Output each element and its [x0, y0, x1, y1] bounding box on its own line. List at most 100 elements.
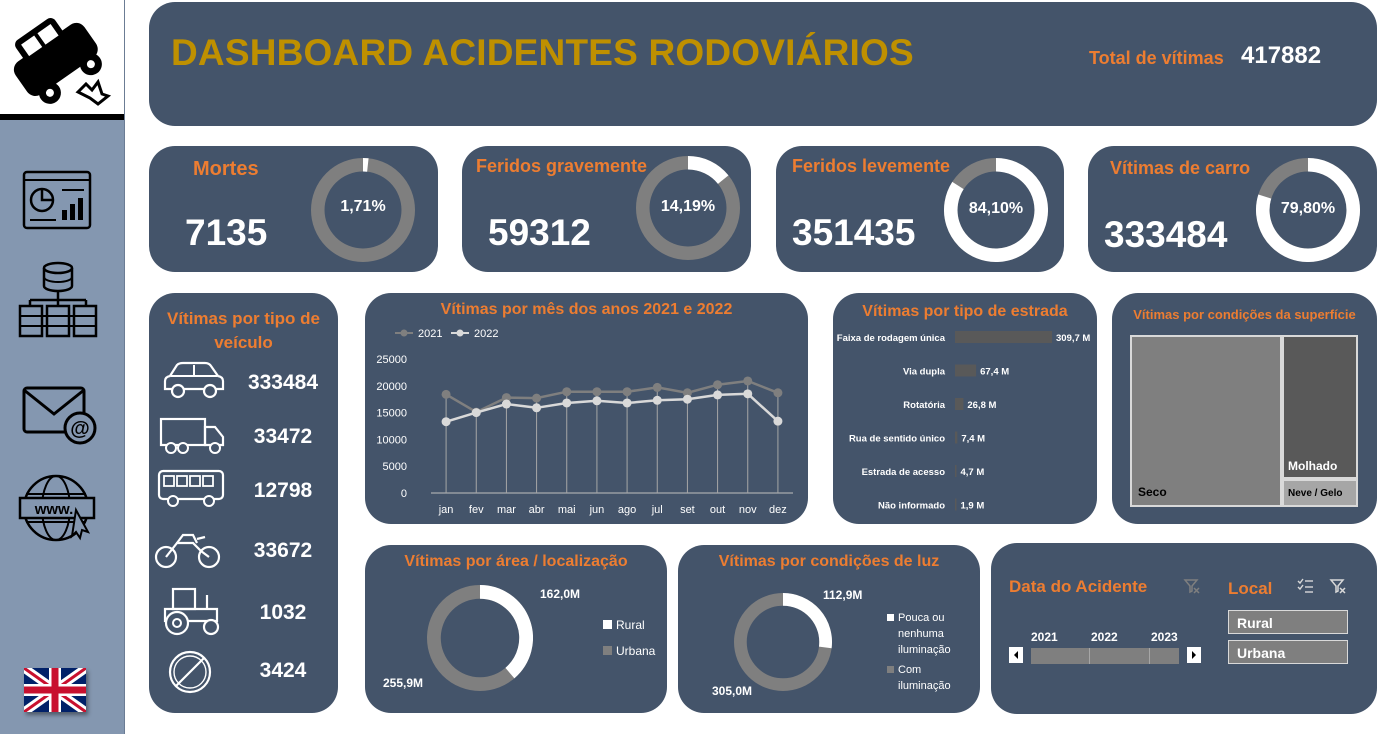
data-point[interactable] [501, 393, 511, 403]
data-point[interactable] [562, 387, 572, 397]
kpi-value: 7135 [185, 212, 268, 253]
slicer-option-urban[interactable]: Urbana [1228, 640, 1348, 664]
kpi-card-seriously-injured: Feridos gravemente 59312 14,19% [462, 146, 751, 272]
nav-contact[interactable]: @ [18, 380, 98, 450]
clear-filter-icon[interactable] [1183, 577, 1201, 595]
bar[interactable] [955, 331, 1052, 343]
light-card: Vítimas por condições de luz 112,9M 305,… [678, 545, 980, 713]
legend-label: 2021 [418, 328, 442, 340]
svg-text:@: @ [70, 418, 90, 440]
series-line-2022[interactable] [445, 392, 779, 423]
treemap-cell-wet[interactable]: Molhado [1282, 335, 1358, 479]
chart-title: Vítimas por tipo de estrada [862, 303, 1068, 320]
donut-slice[interactable] [479, 585, 533, 679]
data-point[interactable] [592, 387, 602, 397]
timeline-year-2022[interactable]: 2022 [1091, 630, 1118, 644]
data-point[interactable] [441, 389, 451, 399]
bar[interactable] [955, 431, 958, 444]
timeline-year-2023[interactable]: 2023 [1151, 630, 1178, 644]
data-point[interactable] [773, 416, 783, 426]
timeline-year-2021[interactable]: 2021 [1031, 630, 1058, 644]
data-point[interactable] [713, 390, 723, 400]
vehicle-row-other: 3424 [149, 647, 337, 697]
data-point[interactable] [532, 403, 542, 413]
email-icon: @ [22, 386, 97, 445]
area-donut [427, 585, 533, 691]
data-point[interactable] [743, 376, 753, 386]
nav-data[interactable] [18, 260, 98, 338]
bar[interactable] [955, 364, 977, 377]
treemap-cell-dry[interactable]: Seco [1130, 335, 1282, 507]
bar-category-label: Não informado [878, 501, 945, 512]
legend-swatch-rural [603, 620, 612, 629]
language-flag[interactable] [21, 664, 89, 716]
data-point[interactable] [682, 394, 692, 404]
data-label-rural: 162,0M [540, 587, 581, 601]
data-label-low-light: 112,9M [823, 588, 863, 602]
kpi-value: 351435 [792, 212, 916, 253]
legend-swatch-low-light [887, 614, 894, 621]
data-point[interactable] [592, 396, 602, 406]
timeline-bar[interactable] [1031, 648, 1179, 664]
vehicle-row-bus: 12798 [149, 465, 337, 515]
total-victims-value: 417882 [1241, 42, 1322, 69]
kpi-percent: 1,71% [340, 198, 386, 215]
data-point[interactable] [652, 382, 662, 392]
timeline-scroll-right[interactable] [1187, 647, 1201, 663]
bar[interactable] [955, 398, 964, 410]
donut-slice[interactable] [944, 158, 1048, 262]
data-point[interactable] [441, 417, 451, 427]
treemap-label: Neve / Gelo [1288, 488, 1343, 499]
bar-value-label: 26,8 M [967, 400, 996, 411]
vehicle-type-card: Vítimas por tipo de veículo 333484 33472 [149, 293, 338, 713]
kpi-card-slightly-injured: Feridos levemente 351435 84,10% [776, 146, 1064, 272]
kpi-percent: 14,19% [660, 198, 716, 215]
data-label-urban: 255,9M [383, 676, 424, 690]
dashboard-icon [22, 170, 92, 230]
motorcycle-icon [154, 533, 221, 569]
vehicle-value: 3424 [259, 659, 307, 682]
database-network-icon [18, 261, 98, 338]
data-point[interactable] [682, 388, 692, 398]
vehicle-value: 33672 [253, 539, 313, 562]
chart-title: Vítimas por área / localização [404, 553, 628, 570]
vehicle-value: 33472 [253, 425, 313, 448]
y-tick-label: 20000 [376, 381, 407, 393]
data-point[interactable] [622, 398, 632, 408]
donut-slice[interactable] [782, 593, 832, 649]
local-slicer-title: Local [1228, 579, 1273, 598]
nav-dashboard[interactable] [18, 168, 98, 238]
chevron-left-icon [1014, 651, 1018, 659]
data-point[interactable] [713, 380, 723, 390]
nav-website[interactable]: www. [18, 470, 98, 542]
data-point[interactable] [471, 408, 481, 418]
data-point[interactable] [532, 393, 542, 403]
bar[interactable] [955, 465, 957, 477]
logo-underline [0, 114, 124, 120]
x-tick-label: dez [769, 504, 787, 516]
bar[interactable] [955, 498, 957, 511]
donut-slice[interactable] [687, 156, 729, 185]
vehicle-row-truck: 33472 [149, 411, 337, 461]
panel-title: Vítimas por tipo de veículo [166, 309, 321, 352]
legend-label-rural: Rural [616, 618, 645, 632]
series-line-2021[interactable] [445, 379, 779, 414]
light-donut [734, 593, 832, 691]
data-point[interactable] [743, 389, 753, 399]
truck-icon [159, 417, 225, 454]
y-tick-label: 0 [401, 488, 407, 500]
slicer-option-rural[interactable]: Rural [1228, 610, 1348, 634]
data-point[interactable] [652, 395, 662, 405]
kpi-donut [1256, 158, 1360, 262]
monthly-chart-card: Vítimas por mês dos anos 2021 e 2022 0 50… [365, 293, 808, 524]
treemap-cell-snow[interactable]: Neve / Gelo [1282, 479, 1358, 507]
uk-flag-icon [21, 664, 89, 716]
multi-select-icon[interactable] [1297, 577, 1315, 595]
clear-filter-icon[interactable] [1329, 577, 1347, 595]
data-point[interactable] [622, 387, 632, 397]
data-point[interactable] [562, 398, 572, 408]
timeline-scroll-left[interactable] [1009, 647, 1023, 663]
data-point[interactable] [501, 399, 511, 409]
donut-slice[interactable] [1256, 158, 1360, 262]
data-point[interactable] [773, 388, 783, 398]
